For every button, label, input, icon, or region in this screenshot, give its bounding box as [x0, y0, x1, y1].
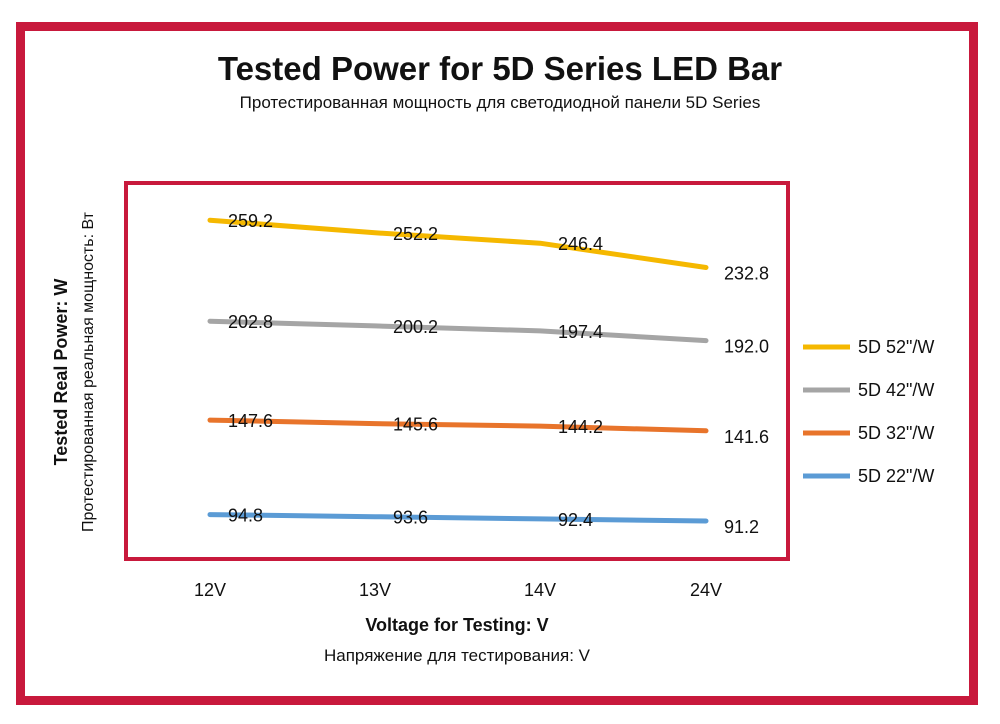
data-label: 246.4: [558, 234, 603, 254]
x-axis-title: Voltage for Testing: V: [365, 615, 548, 635]
series-line-4: [207, 512, 709, 524]
x-tick-label: 13V: [359, 580, 391, 600]
data-label: 91.2: [724, 517, 759, 537]
x-tick-label: 14V: [524, 580, 556, 600]
legend-label: 5D 22"/W: [858, 466, 934, 486]
data-label: 145.6: [393, 415, 438, 435]
series-line-2: [207, 318, 709, 344]
data-label: 147.6: [228, 411, 273, 431]
data-label: 192.0: [724, 337, 769, 357]
y-axis-subtitle: Протестированная реальная мощность: Вт: [80, 211, 97, 532]
x-tick-label: 12V: [194, 580, 226, 600]
data-label: 144.2: [558, 417, 603, 437]
x-tick-label: 24V: [690, 580, 722, 600]
plot-area-border: [124, 181, 790, 561]
data-label: 232.8: [724, 264, 769, 284]
x-axis-subtitle: Напряжение для тестирования: V: [324, 646, 591, 665]
legend-label: 5D 32"/W: [858, 423, 934, 443]
data-label: 259.2: [228, 211, 273, 231]
chart-title: Tested Power for 5D Series LED Bar: [217, 50, 783, 87]
series-line-3: [207, 417, 709, 434]
data-label: 94.8: [228, 506, 263, 526]
data-label: 202.8: [228, 312, 273, 332]
data-label: 92.4: [558, 510, 593, 530]
chart-subtitle: Протестированная мощность для светодиодн…: [239, 93, 761, 112]
data-label: 200.2: [393, 317, 438, 337]
data-label: 252.2: [393, 224, 438, 244]
legend-label: 5D 42"/W: [858, 380, 934, 400]
series-line-1: [207, 217, 709, 270]
y-axis-title: Tested Real Power: W: [51, 279, 71, 466]
data-label: 141.6: [724, 427, 769, 447]
data-label: 93.6: [393, 508, 428, 528]
legend-label: 5D 52"/W: [858, 337, 934, 357]
data-label: 197.4: [558, 322, 603, 342]
outer-frame: [16, 22, 978, 705]
